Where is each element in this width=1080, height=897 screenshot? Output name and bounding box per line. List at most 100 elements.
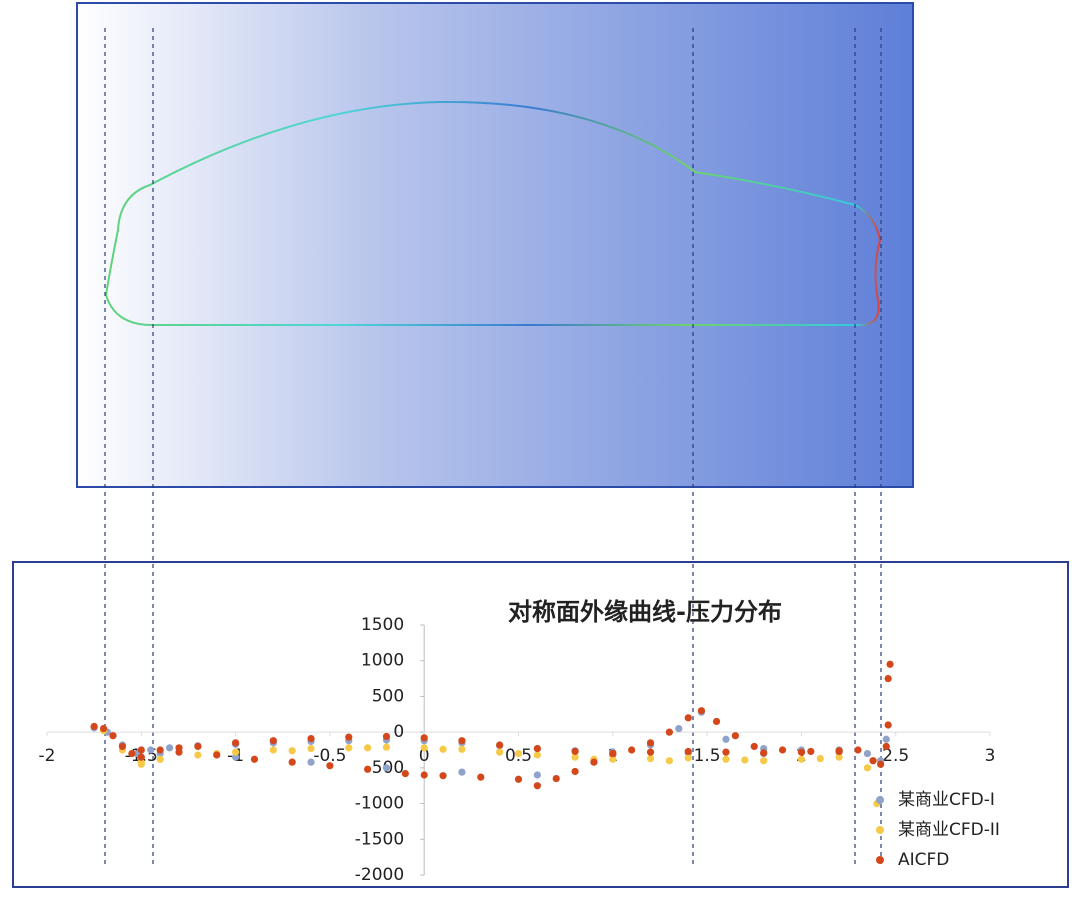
point	[533, 782, 541, 790]
point	[571, 753, 579, 761]
point	[741, 756, 749, 764]
chart-panel	[12, 561, 1069, 888]
point	[496, 741, 504, 749]
point	[886, 660, 894, 668]
legend-marker	[876, 826, 884, 834]
point	[269, 746, 277, 754]
x-tick-label: 2.5	[882, 746, 909, 766]
legend-marker	[876, 796, 884, 804]
point	[458, 745, 466, 753]
point	[665, 728, 673, 736]
point	[232, 739, 240, 747]
point	[147, 746, 155, 754]
y-tick-label: 1500	[361, 615, 404, 635]
point	[882, 735, 890, 743]
point	[869, 757, 877, 765]
point	[533, 744, 541, 753]
point	[884, 721, 892, 729]
point	[884, 674, 892, 683]
y-tick-label: 1000	[361, 651, 404, 671]
point	[797, 748, 806, 756]
point	[137, 753, 145, 761]
point	[778, 746, 787, 754]
point	[439, 772, 447, 780]
point	[137, 746, 145, 754]
point	[401, 769, 409, 778]
point	[628, 746, 636, 754]
legend-label: 某商业CFD-I	[898, 790, 995, 810]
point	[684, 754, 692, 762]
point	[571, 767, 579, 776]
point	[439, 745, 447, 753]
point	[552, 774, 560, 783]
point	[760, 757, 768, 765]
point	[863, 764, 872, 772]
x-tick-label: -0.5	[313, 746, 346, 766]
point	[646, 754, 655, 763]
point	[646, 739, 655, 747]
point	[269, 737, 277, 745]
legend-marker	[876, 856, 884, 864]
point	[665, 757, 673, 765]
point	[420, 771, 428, 779]
point	[345, 744, 353, 752]
legend-label: AICFD	[898, 850, 949, 870]
point	[571, 747, 579, 756]
point	[835, 753, 843, 761]
x-tick-label: -2	[39, 746, 56, 766]
point	[697, 707, 706, 715]
point	[326, 762, 334, 770]
point	[345, 733, 353, 741]
x-tick-label: 0	[419, 746, 430, 766]
point	[835, 747, 843, 756]
point	[854, 746, 862, 754]
point	[420, 744, 428, 752]
x-tick-label: 1.5	[694, 746, 721, 766]
point	[807, 747, 815, 756]
point	[382, 732, 391, 741]
point	[307, 758, 315, 766]
point	[194, 742, 202, 751]
point	[382, 743, 391, 751]
point	[882, 742, 890, 751]
point	[684, 714, 692, 722]
point	[590, 758, 598, 766]
y-tick-label: -2000	[355, 865, 404, 885]
point	[128, 749, 136, 758]
chart-title: 对称面外缘曲线-压力分布	[508, 598, 782, 626]
x-tick-label: 3	[985, 746, 996, 766]
point	[646, 748, 655, 756]
point	[609, 749, 617, 758]
point	[156, 755, 164, 763]
point	[458, 768, 466, 776]
point	[364, 744, 372, 752]
point	[514, 749, 523, 758]
point	[675, 724, 683, 733]
point	[288, 747, 296, 755]
y-tick-label: -1500	[355, 829, 404, 849]
point	[109, 732, 117, 740]
point	[307, 734, 315, 743]
y-tick-label: 500	[372, 686, 404, 706]
point	[175, 748, 183, 756]
point	[213, 751, 221, 759]
point	[712, 717, 721, 726]
point	[420, 734, 428, 742]
point	[514, 775, 523, 783]
point	[731, 732, 739, 740]
y-tick-label: -1000	[355, 794, 404, 814]
point	[232, 753, 240, 761]
point	[760, 749, 768, 757]
car-outline	[104, 100, 882, 326]
point	[863, 749, 872, 758]
point	[156, 746, 164, 754]
point	[99, 724, 108, 733]
point	[458, 737, 466, 745]
point	[533, 771, 541, 779]
point	[609, 755, 617, 763]
point	[194, 751, 202, 759]
legend-label: 某商业CFD-II	[898, 820, 1000, 840]
point	[496, 748, 504, 756]
